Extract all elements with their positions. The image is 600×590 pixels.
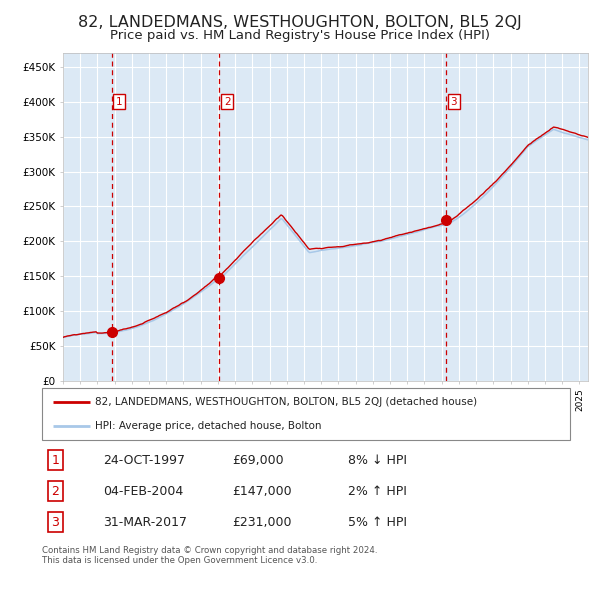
Text: 82, LANDEDMANS, WESTHOUGHTON, BOLTON, BL5 2QJ (detached house): 82, LANDEDMANS, WESTHOUGHTON, BOLTON, BL… [95,396,477,407]
Text: HPI: Average price, detached house, Bolton: HPI: Average price, detached house, Bolt… [95,421,322,431]
Text: 82, LANDEDMANS, WESTHOUGHTON, BOLTON, BL5 2QJ: 82, LANDEDMANS, WESTHOUGHTON, BOLTON, BL… [78,15,522,30]
Text: 3: 3 [51,516,59,529]
Text: 1: 1 [51,454,59,467]
Text: 1: 1 [116,97,122,107]
Text: 31-MAR-2017: 31-MAR-2017 [103,516,187,529]
Text: 24-OCT-1997: 24-OCT-1997 [103,454,185,467]
Text: Price paid vs. HM Land Registry's House Price Index (HPI): Price paid vs. HM Land Registry's House … [110,30,490,42]
Text: 8% ↓ HPI: 8% ↓ HPI [348,454,407,467]
Text: 04-FEB-2004: 04-FEB-2004 [103,484,183,498]
Text: 2: 2 [224,97,230,107]
Text: £69,000: £69,000 [232,454,284,467]
Text: 5% ↑ HPI: 5% ↑ HPI [348,516,407,529]
Text: £147,000: £147,000 [232,484,292,498]
Text: 2: 2 [51,484,59,498]
Text: £231,000: £231,000 [232,516,292,529]
Text: Contains HM Land Registry data © Crown copyright and database right 2024.
This d: Contains HM Land Registry data © Crown c… [42,546,377,565]
Text: 3: 3 [450,97,457,107]
Text: 2% ↑ HPI: 2% ↑ HPI [348,484,407,498]
FancyBboxPatch shape [42,388,570,440]
